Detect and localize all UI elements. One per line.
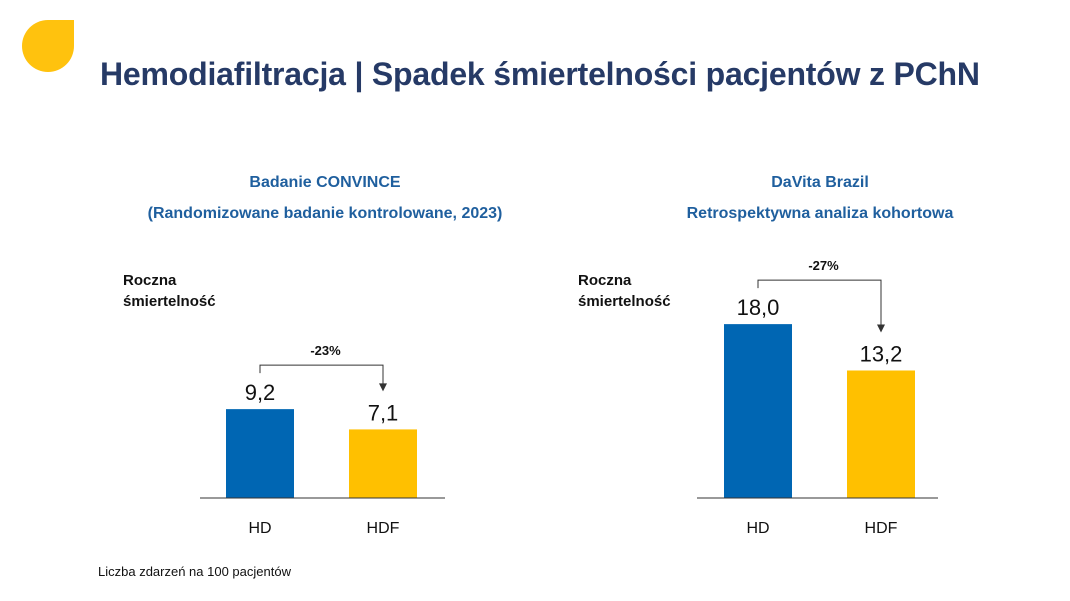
logo-shape bbox=[22, 20, 74, 72]
panel-1-ylabel-line1: Roczna bbox=[123, 272, 177, 289]
panel-1-subheading: (Randomizowane badanie kontrolowane, 202… bbox=[147, 205, 503, 222]
chart-1-annotation-label: -23% bbox=[310, 343, 341, 358]
panel-2-ylabel: Roczna śmiertelność bbox=[578, 270, 671, 312]
chart-2-bar-hd bbox=[724, 324, 792, 498]
chart-1-category-label-hdf: HDF bbox=[367, 520, 400, 537]
footnote: Liczba zdarzeń na 100 pacjentów bbox=[98, 564, 291, 579]
logo-icon bbox=[22, 20, 74, 72]
panel-1-ylabel-line2: śmiertelność bbox=[123, 293, 216, 310]
chart-2-bar-hdf bbox=[847, 370, 915, 498]
chart-davita: 18,0 HD 13,2 HDF -27% bbox=[697, 258, 938, 537]
chart-2-annotation-bracket bbox=[757, 279, 882, 326]
panel-2-heading: DaVita Brazil bbox=[771, 174, 869, 191]
chart-1-annotation-bracket bbox=[259, 364, 384, 385]
chart-1-value-label-hd: 9,2 bbox=[245, 380, 276, 405]
panel-2-subheading: Retrospektywna analiza kohortowa bbox=[686, 205, 954, 222]
chart-2-annotation-label: -27% bbox=[808, 258, 839, 273]
panel-1-ylabel: Roczna śmiertelność bbox=[123, 270, 216, 312]
panel-2-ylabel-line1: Roczna bbox=[578, 272, 632, 289]
chart-1-value-label-hdf: 7,1 bbox=[368, 400, 399, 425]
chart-2-annotation-arrowhead bbox=[877, 324, 885, 333]
chart-1-annotation-arrowhead bbox=[379, 383, 387, 392]
chart-convince: 9,2 HD 7,1 HDF -23% bbox=[200, 343, 445, 537]
chart-1-category-label-hd: HD bbox=[248, 520, 271, 537]
chart-2-value-label-hd: 18,0 bbox=[737, 295, 780, 320]
panel-1-heading: Badanie CONVINCE bbox=[249, 174, 401, 191]
chart-2-category-label-hd: HD bbox=[746, 520, 769, 537]
chart-2-value-label-hdf: 13,2 bbox=[860, 341, 903, 366]
page-title: Hemodiafiltracja | Spadek śmiertelności … bbox=[100, 56, 980, 92]
chart-1-bar-hdf bbox=[349, 429, 417, 498]
chart-1-bar-hd bbox=[226, 409, 294, 498]
chart-2-category-label-hdf: HDF bbox=[865, 520, 898, 537]
panel-2-ylabel-line2: śmiertelność bbox=[578, 293, 671, 310]
